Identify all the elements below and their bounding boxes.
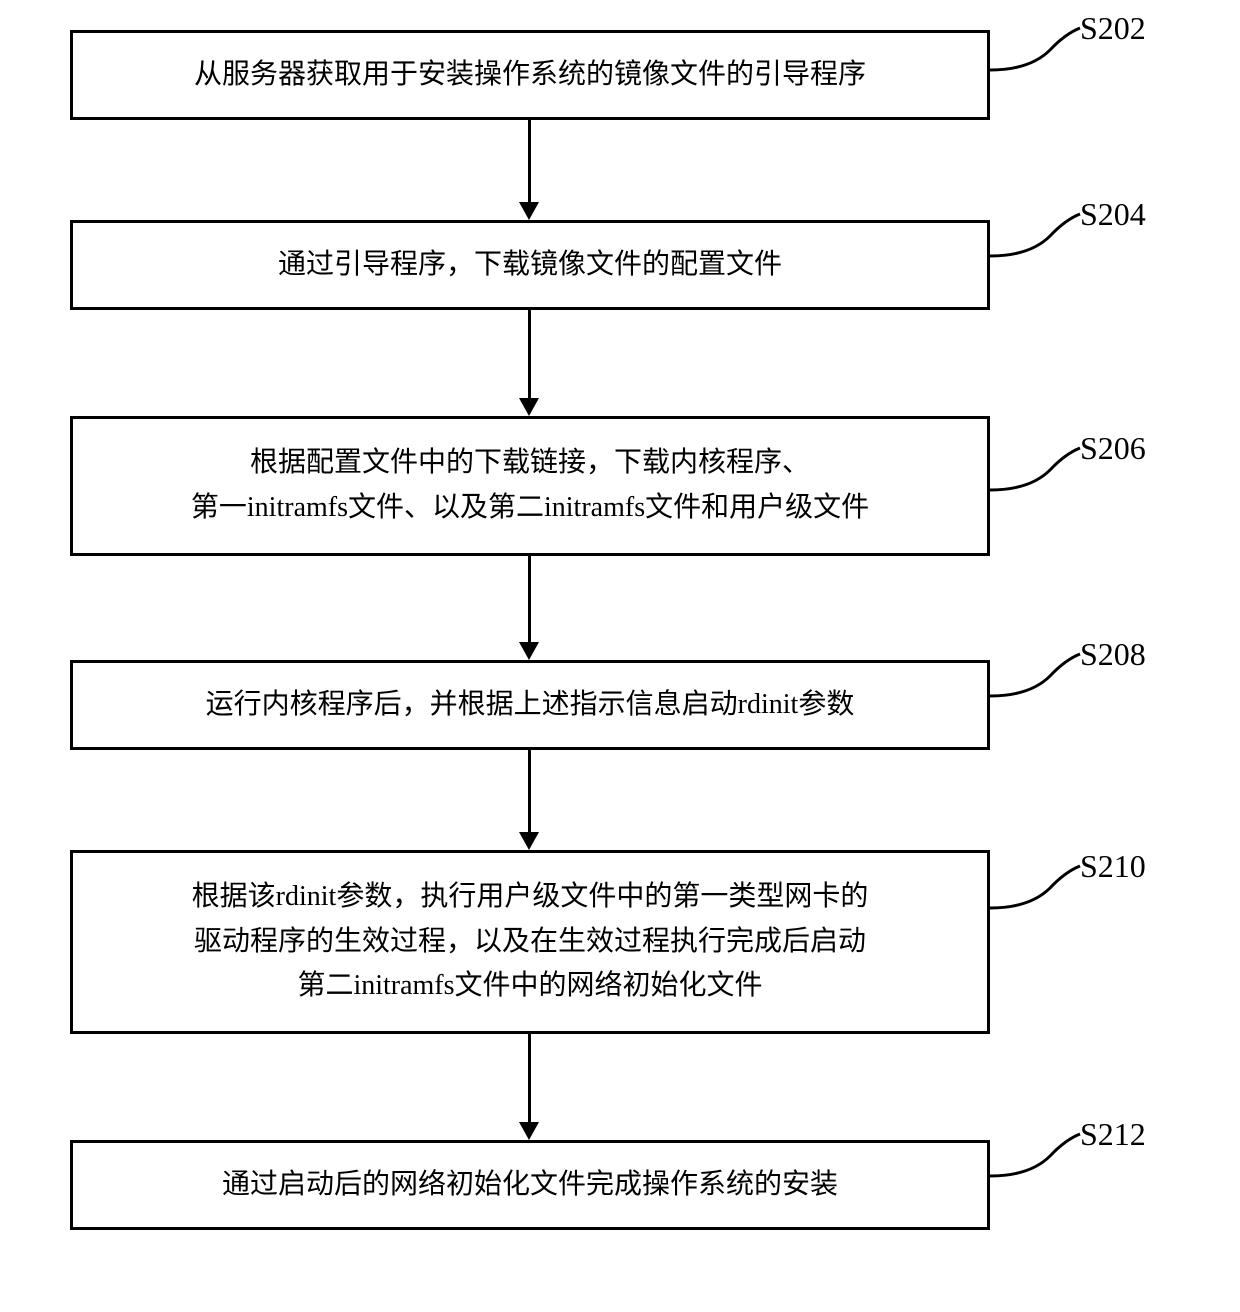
label-connector-s208 [990,646,1082,702]
step-text: 从服务器获取用于安装操作系统的镜像文件的引导程序 [194,53,866,98]
step-box-s212: 通过启动后的网络初始化文件完成操作系统的安装 [70,1140,990,1230]
label-connector-s210 [990,858,1082,914]
step-box-s210: 根据该rdinit参数，执行用户级文件中的第一类型网卡的 驱动程序的生效过程，以… [70,850,990,1034]
label-connector-s206 [990,440,1082,496]
label-connector-s212 [990,1126,1082,1182]
step-box-s204: 通过引导程序，下载镜像文件的配置文件 [70,220,990,310]
step-text: 通过引导程序，下载镜像文件的配置文件 [278,243,782,288]
label-connector-s202 [990,20,1082,76]
step-text: 运行内核程序后，并根据上述指示信息启动rdinit参数 [206,683,855,728]
step-text: 根据该rdinit参数，执行用户级文件中的第一类型网卡的 驱动程序的生效过程，以… [192,875,869,1009]
step-label-s208: S208 [1080,636,1146,673]
step-box-s206: 根据配置文件中的下载链接，下载内核程序、 第一initramfs文件、以及第二i… [70,416,990,556]
step-label-s204: S204 [1080,196,1146,233]
label-connector-s204 [990,206,1082,262]
step-label-s212: S212 [1080,1116,1146,1153]
step-text: 通过启动后的网络初始化文件完成操作系统的安装 [222,1163,838,1208]
step-label-s206: S206 [1080,430,1146,467]
step-text: 根据配置文件中的下载链接，下载内核程序、 第一initramfs文件、以及第二i… [191,441,869,531]
step-box-s202: 从服务器获取用于安装操作系统的镜像文件的引导程序 [70,30,990,120]
step-label-s202: S202 [1080,10,1146,47]
step-label-s210: S210 [1080,848,1146,885]
flowchart-container: 从服务器获取用于安装操作系统的镜像文件的引导程序 S202 通过引导程序，下载镜… [0,0,1240,1312]
step-box-s208: 运行内核程序后，并根据上述指示信息启动rdinit参数 [70,660,990,750]
